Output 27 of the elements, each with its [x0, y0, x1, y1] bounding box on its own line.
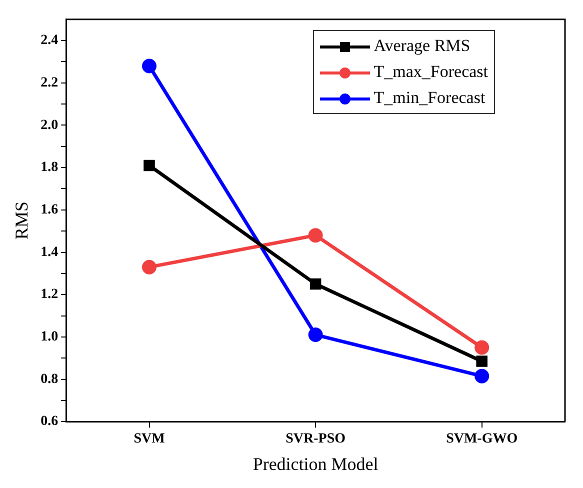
- point: [474, 340, 490, 355]
- point: [476, 356, 488, 367]
- point: [308, 328, 323, 342]
- legend-label: Average RMS: [374, 36, 470, 55]
- y-tick-label: 0.6: [40, 414, 58, 430]
- point: [142, 260, 156, 274]
- x-axis-title: Prediction Model: [252, 454, 378, 474]
- point: [142, 58, 156, 74]
- y-tick-label: 2.0: [40, 118, 58, 133]
- point: [310, 278, 322, 290]
- legend-label: T_max_Forecast: [374, 62, 488, 81]
- y-tick-label: 2.4: [40, 33, 58, 48]
- x-tick-label: SVR-PSO: [286, 432, 346, 447]
- y-tick-label: 0.8: [40, 372, 58, 387]
- point: [144, 160, 155, 172]
- point: [308, 228, 323, 243]
- y-axis-title: RMS: [12, 201, 32, 240]
- x-tick-label: SVM-GWO: [446, 432, 518, 447]
- y-tick-label: 1.8: [40, 160, 58, 176]
- y-tick-label: 1.0: [40, 330, 58, 345]
- x-tick-label: SVM: [134, 432, 165, 447]
- point: [474, 368, 490, 384]
- legend-label: T_min_Forecast: [374, 88, 486, 107]
- y-tick-label: 1.4: [40, 244, 58, 260]
- y-tick-label: 2.2: [40, 76, 58, 91]
- y-tick-label: 1.2: [40, 287, 58, 302]
- y-tick-label: 1.6: [40, 202, 58, 218]
